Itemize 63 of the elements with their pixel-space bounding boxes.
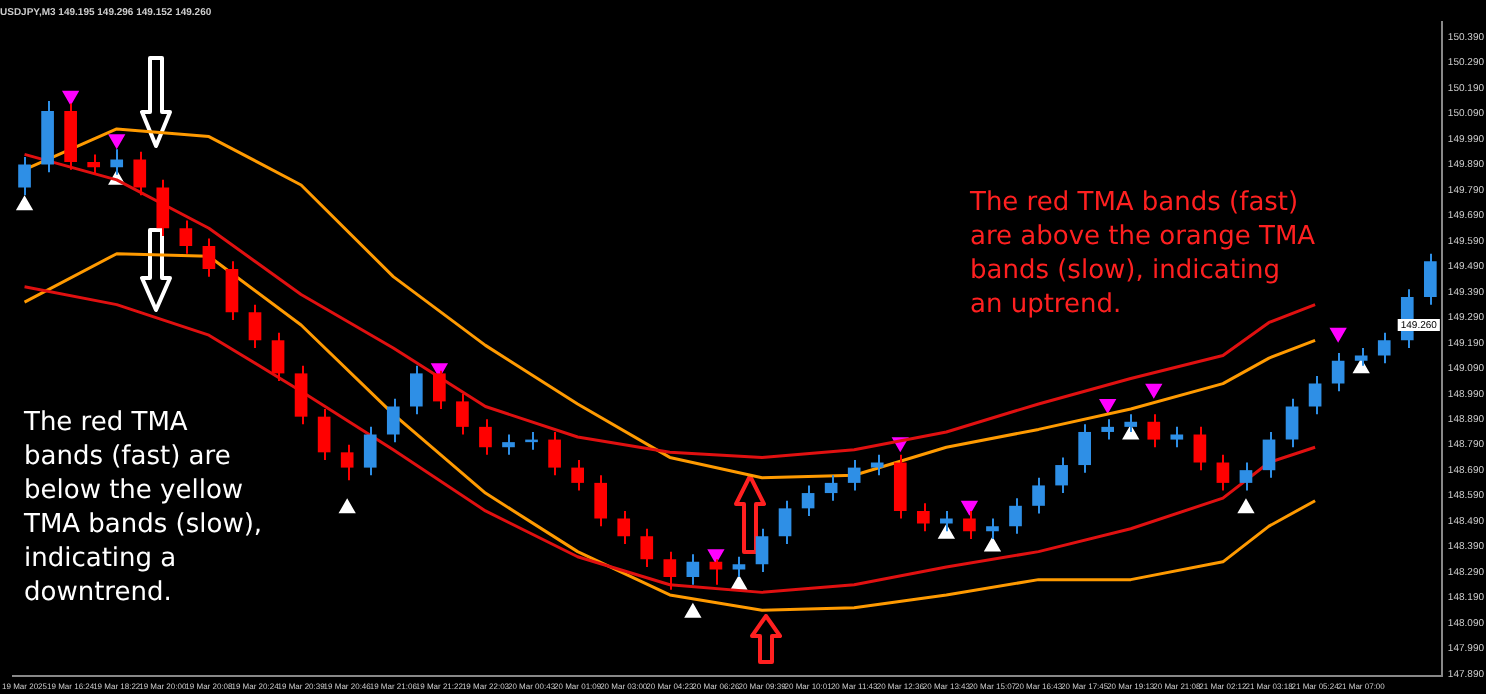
candlestick bbox=[317, 408, 331, 461]
candlestick bbox=[824, 474, 838, 502]
candlestick bbox=[617, 509, 631, 545]
candlestick bbox=[156, 178, 170, 237]
candlestick bbox=[1377, 331, 1391, 365]
candlestick bbox=[847, 458, 861, 492]
point bbox=[984, 537, 1001, 552]
annotation: The red TMA bands (fast) are above the orange TMA bands (slow), indicating an uptrend. bbox=[968, 187, 1316, 320]
candlestick bbox=[1239, 461, 1253, 492]
candlestick bbox=[755, 527, 769, 573]
candlestick bbox=[502, 433, 515, 456]
candlestick bbox=[1262, 430, 1276, 479]
candlestick bbox=[1285, 397, 1299, 449]
point bbox=[108, 134, 125, 149]
candlestick bbox=[778, 499, 792, 545]
candlestick bbox=[271, 331, 285, 383]
candlestick bbox=[1170, 425, 1184, 449]
point bbox=[1122, 425, 1139, 440]
candlestick bbox=[1032, 476, 1045, 515]
candlestick bbox=[594, 474, 608, 528]
point bbox=[62, 90, 79, 105]
candlestick bbox=[248, 303, 262, 349]
point bbox=[1145, 383, 1162, 398]
candlestick bbox=[409, 364, 423, 416]
candlestick bbox=[1009, 497, 1022, 535]
point bbox=[1238, 499, 1254, 514]
point bbox=[938, 524, 955, 539]
candlestick bbox=[202, 237, 216, 278]
candlestick bbox=[363, 425, 377, 477]
candlestick bbox=[294, 364, 308, 426]
candlestick bbox=[225, 260, 239, 321]
candlestick bbox=[801, 484, 815, 517]
candlestick bbox=[1331, 352, 1345, 393]
point bbox=[684, 603, 701, 618]
candlestick bbox=[87, 153, 101, 176]
point bbox=[961, 500, 978, 515]
candlestick bbox=[1055, 456, 1068, 495]
candlestick bbox=[1147, 413, 1161, 449]
point bbox=[339, 499, 356, 514]
candlestick bbox=[571, 458, 584, 492]
candlestick bbox=[179, 219, 193, 255]
candlestick bbox=[1308, 374, 1322, 416]
candlestick bbox=[1101, 418, 1115, 441]
candlestick bbox=[686, 553, 700, 586]
candlestick bbox=[1216, 453, 1230, 492]
candlestick bbox=[1423, 252, 1437, 306]
candlestick bbox=[1193, 425, 1207, 472]
candlestick bbox=[456, 392, 469, 436]
candlestick bbox=[479, 418, 492, 456]
candlestick bbox=[916, 502, 930, 533]
point bbox=[731, 575, 747, 590]
annotation: The red TMA bands (fast) are below the yellow TMA bands (slow), indicating a downtrend. bbox=[22, 407, 263, 608]
candlestick bbox=[548, 430, 561, 477]
candlestick bbox=[340, 443, 354, 482]
candlestick bbox=[386, 397, 400, 444]
candlestick bbox=[133, 150, 147, 197]
candlestick bbox=[663, 550, 677, 591]
candlestick bbox=[1078, 423, 1091, 474]
point bbox=[1099, 398, 1116, 413]
candlestick bbox=[18, 155, 31, 197]
candlestick bbox=[870, 453, 884, 477]
point bbox=[1330, 327, 1347, 342]
candlestick bbox=[640, 527, 654, 568]
